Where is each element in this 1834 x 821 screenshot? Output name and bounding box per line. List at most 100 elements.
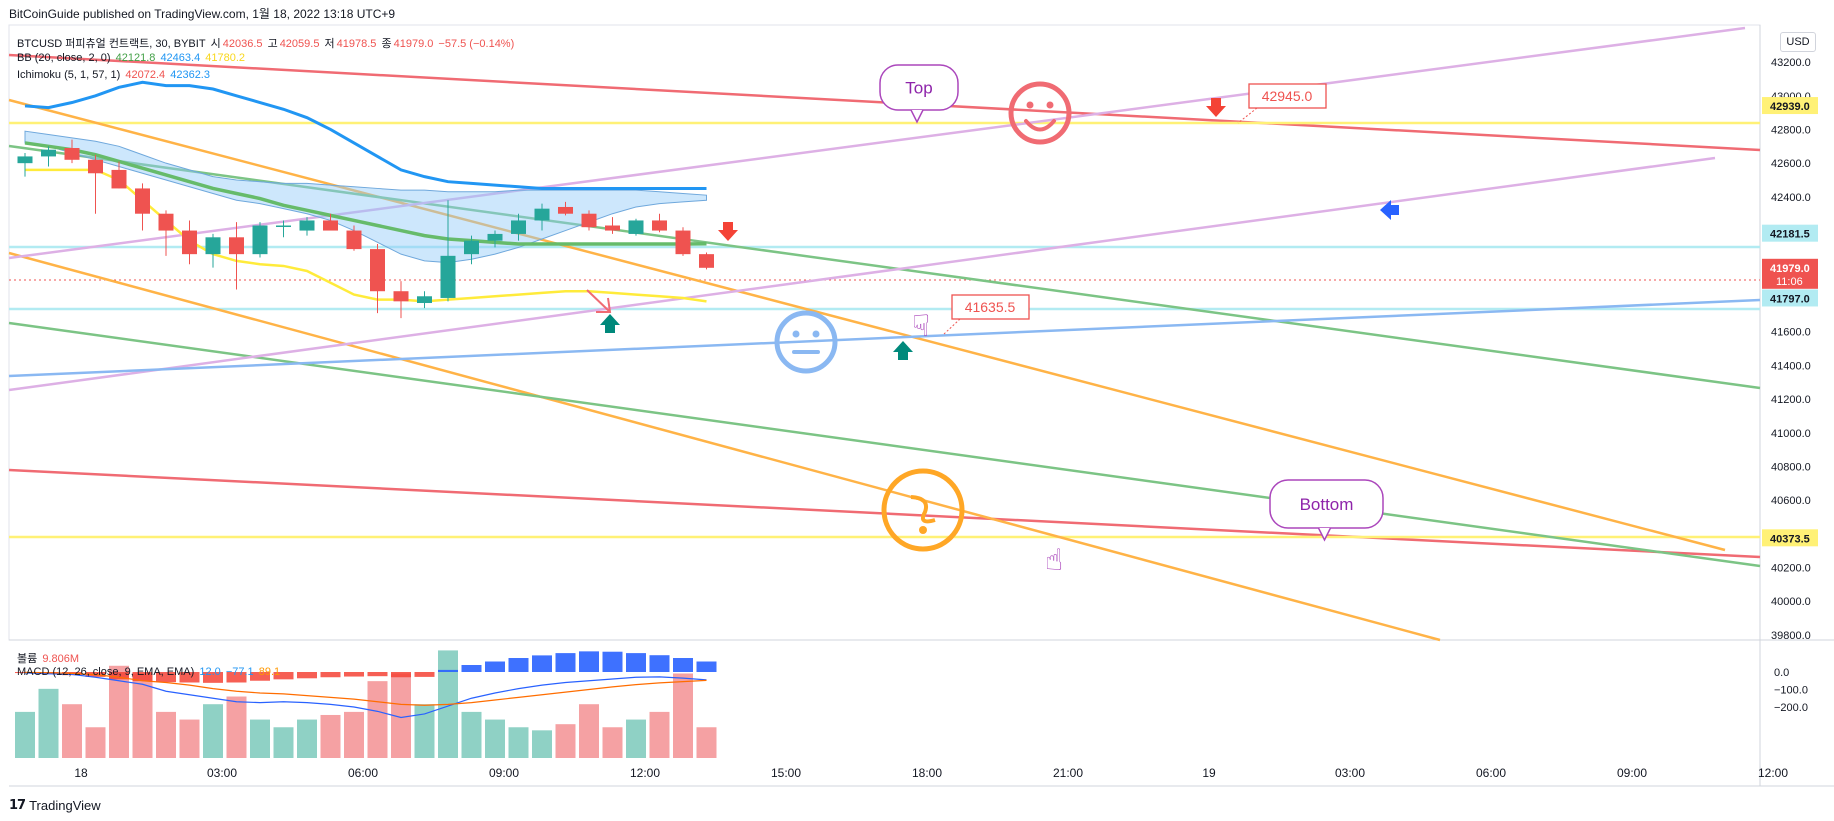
macd-axis-label: 0.0: [1774, 667, 1789, 679]
legend-macd[interactable]: MACD (12, 26, close, 9, EMA, EMA) 12.0 −…: [17, 666, 282, 678]
candle[interactable]: [511, 220, 526, 234]
candle[interactable]: [158, 213, 174, 231]
candle[interactable]: [135, 188, 150, 214]
dizzy-face-mouth: [919, 526, 927, 534]
legend-h-label: 고: [267, 38, 278, 50]
macd-axis-label: −200.0: [1774, 702, 1808, 714]
candle[interactable]: [182, 230, 197, 255]
time-axis-label: 09:00: [1617, 766, 1647, 780]
legend-o-label: 시: [210, 38, 221, 50]
bottom-label-bubble-tail: [1317, 527, 1332, 542]
arrow-down-icon: [1206, 98, 1226, 117]
volume-bar: [367, 681, 388, 758]
macd-histogram-bar: [649, 655, 670, 672]
price-badge: [1762, 97, 1818, 115]
macd-histogram-bar: [109, 672, 129, 680]
currency-button[interactable]: USD: [1780, 32, 1816, 52]
candle[interactable]: [558, 206, 573, 214]
time-axis-label: 18: [74, 766, 88, 780]
top-label-text: Top: [905, 79, 932, 98]
candle[interactable]: [252, 225, 268, 255]
volume-bar: [391, 673, 411, 758]
candle[interactable]: [652, 220, 667, 231]
volume-bar: [508, 727, 529, 758]
candle[interactable]: [370, 249, 385, 292]
legend-ohlc: BTCUSD 퍼피츄얼 컨트랙트, 30, BYBIT 시 42036.5 고 42…: [17, 35, 516, 51]
arrow-up-icon: [893, 341, 913, 360]
footer-brand[interactable]: 𝟭𝟳 TradingView: [9, 797, 101, 813]
candle[interactable]: [675, 230, 691, 255]
volume-bar: [203, 704, 223, 758]
happy-face-icon[interactable]: [1008, 81, 1072, 145]
legend-bb[interactable]: BB (20, close, 2, 0) 42121.8 42463.4 417…: [17, 52, 247, 64]
candle[interactable]: [605, 225, 620, 231]
price-axis-label: 42600.0: [1771, 158, 1811, 170]
volume-bar: [15, 711, 35, 758]
time-axis-label: 06:00: [348, 766, 378, 780]
legend-bb-label: BB (20, close, 2, 0): [17, 52, 111, 64]
happy-face-icon-eye-right: [1046, 101, 1054, 109]
neutral-face-icon-eye-left: [792, 330, 800, 338]
pointing-hand-icon: ☝: [1045, 544, 1063, 577]
candle[interactable]: [417, 296, 432, 304]
macd-histogram-bar: [391, 672, 411, 678]
volume-bar: [273, 727, 294, 758]
macd-histogram-bar: [156, 672, 176, 683]
candle[interactable]: [88, 159, 103, 174]
top-label-bubble-tail: [910, 109, 924, 124]
legend-h-value: 42059.5: [279, 38, 320, 50]
candle[interactable]: [393, 291, 409, 302]
time-axis-label: 19: [1202, 766, 1216, 780]
candle[interactable]: [41, 149, 56, 157]
price-axis-label: 42800.0: [1771, 124, 1811, 136]
neutral-face-icon[interactable]: [774, 310, 838, 374]
dizzy-face-icon[interactable]: [881, 468, 965, 552]
legend-bb-upper: 42463.4: [160, 52, 201, 64]
volume-bar: [38, 688, 59, 758]
bb-basis-line: [24, 141, 707, 246]
price-axis-label: 40800.0: [1771, 461, 1811, 473]
macd-histogram-bar: [250, 672, 270, 681]
candle[interactable]: [64, 148, 80, 160]
candle[interactable]: [628, 220, 644, 234]
candle[interactable]: [323, 220, 338, 231]
macd-axis-label: −100.0: [1774, 684, 1808, 696]
macd-histogram-bar: [461, 665, 482, 672]
price-tag-low-box[interactable]: [951, 294, 1030, 320]
macd-histogram-bar: [273, 672, 294, 680]
legend-vol-label: 볼륨: [17, 653, 38, 665]
macd-histogram-bar: [485, 661, 505, 672]
legend-macd-v2: −77.1: [225, 666, 254, 678]
happy-face-icon-eye-left: [1026, 101, 1034, 109]
price-badge: [1762, 289, 1818, 307]
candle[interactable]: [229, 237, 244, 255]
time-axis-label: 03:00: [207, 766, 237, 780]
legend-ichimoku[interactable]: Ichimoku (5, 1, 57, 1) 42072.4 42362.3: [17, 69, 212, 81]
macd-signal-line: [24, 671, 707, 706]
candle[interactable]: [699, 254, 714, 268]
candle[interactable]: [534, 208, 550, 221]
candle[interactable]: [276, 225, 291, 228]
legend-volume[interactable]: 볼륨 9.806M: [17, 650, 81, 666]
volume-bar: [461, 711, 482, 758]
candle[interactable]: [440, 255, 456, 298]
candle[interactable]: [205, 237, 221, 255]
candle[interactable]: [487, 233, 503, 241]
candle[interactable]: [17, 156, 33, 164]
macd-histogram-bar: [226, 672, 247, 683]
price-tag-high-box[interactable]: [1248, 83, 1327, 109]
macd-histogram-bar: [626, 653, 646, 672]
candle[interactable]: [464, 240, 479, 255]
candle[interactable]: [111, 169, 127, 189]
volume-bar: [602, 727, 623, 758]
candle[interactable]: [581, 213, 597, 228]
candle[interactable]: [299, 220, 315, 231]
volume-bar: [179, 719, 200, 758]
macd-line: [24, 672, 707, 719]
ichimoku-line: [24, 80, 707, 190]
legend-ichi-v1: 42072.4: [125, 69, 166, 81]
happy-face-icon-mouth: [1024, 119, 1056, 132]
candle[interactable]: [346, 230, 362, 250]
trendline-green-lower: [8, 321, 1761, 568]
